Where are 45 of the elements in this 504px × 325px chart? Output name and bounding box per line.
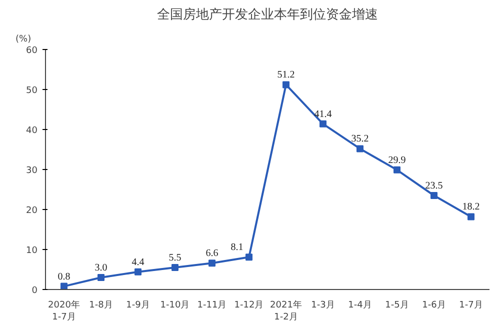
y-tick-label: 0 [32, 286, 38, 296]
x-tick-label: 1-10月 [160, 300, 190, 310]
text: 51.2 [277, 70, 295, 81]
point [208, 260, 216, 267]
y-tick-label: 60 [26, 46, 38, 56]
text: 23.5 [425, 180, 443, 192]
text: 29.9 [388, 154, 406, 166]
point [60, 282, 68, 290]
y-tick-label: 40 [26, 126, 38, 136]
point [356, 145, 364, 152]
point [134, 268, 142, 276]
point [468, 213, 474, 220]
point [246, 254, 252, 261]
y-tick-label: 30 [26, 166, 38, 176]
x-tick-label: 1-3月 [311, 300, 335, 310]
x-tick-label: 2020年 1-7月 [48, 300, 80, 322]
x-tick-label: 1-6月 [422, 300, 446, 310]
text: 5.5 [168, 252, 182, 264]
y-tick-label: 10 [26, 246, 38, 256]
point [320, 120, 326, 128]
text: 6.6 [206, 248, 218, 260]
text: 0.8 [58, 271, 70, 282]
x-tick-label: 1-8月 [89, 300, 113, 310]
point [172, 264, 178, 271]
text: 8.1 [230, 242, 244, 254]
y-tick-label: 50 [26, 86, 38, 96]
point [98, 274, 104, 281]
y-tick-label: 20 [26, 206, 38, 216]
x-tick-label: 1-12月 [234, 300, 264, 310]
x-tick-label: 1-11月 [197, 300, 227, 310]
x-tick-label: 1-4月 [348, 300, 372, 310]
point [282, 81, 290, 88]
text: 4.4 [132, 256, 144, 268]
x-tick-label: 2021年 1-2月 [270, 300, 302, 322]
x-tick-label: 1-9月 [126, 300, 150, 310]
text: 41.4 [314, 108, 332, 120]
text: 18.2 [462, 202, 480, 213]
x-tick-label: 1-5月 [385, 300, 409, 310]
x-tick-label: 1-7月 [459, 300, 483, 310]
text: 35.2 [351, 134, 369, 145]
chart-title: 全国房地产开发企业本年到位资金增速 [157, 6, 378, 22]
text: 3.0 [94, 262, 108, 274]
point [394, 166, 400, 174]
y-axis-title: (%) [16, 34, 32, 44]
point [430, 192, 438, 199]
